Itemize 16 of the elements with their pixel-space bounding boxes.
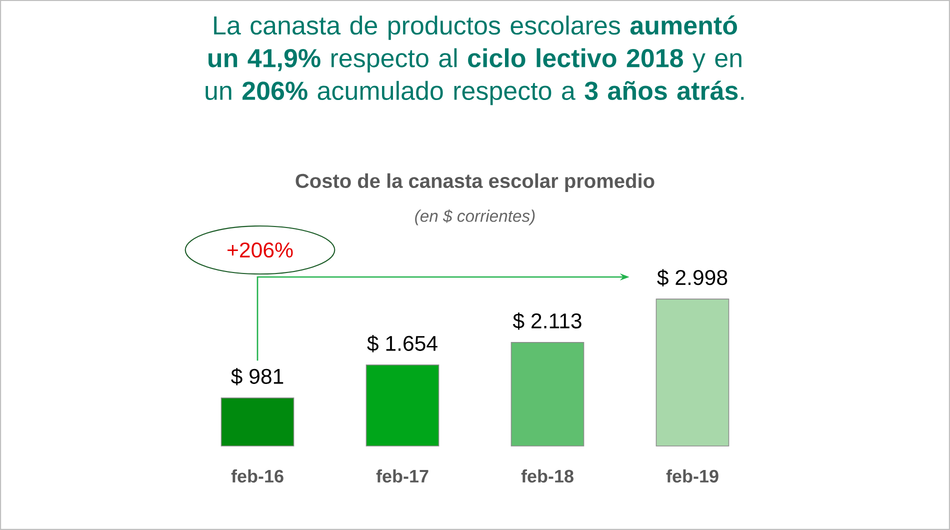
data-label: $ 2.998 xyxy=(657,269,728,286)
data-label: $ 1.654 xyxy=(367,334,438,352)
text: +206% xyxy=(228,242,293,258)
x-tick-label: feb-18 xyxy=(521,469,574,483)
chart-title: La canasta de productos escolares aumentó un 41,9% respecto al ciclo lectivo 2018 y en un 206% acumulado respecto a 3 años atrás. xyxy=(206,15,744,106)
chart-subtitle: Costo de la canasta escolar promedio xyxy=(296,173,654,192)
bar xyxy=(366,364,440,446)
data-label: $ 2.113 xyxy=(512,312,582,330)
text: (en $ corrientes) xyxy=(415,209,535,226)
bar xyxy=(656,298,730,446)
bar xyxy=(510,342,584,446)
x-tick-label: feb-17 xyxy=(376,469,428,483)
data-label: $ 981 xyxy=(231,368,284,386)
x-tick-label: feb-19 xyxy=(666,469,718,483)
bar xyxy=(220,398,294,446)
x-tick-label: feb-16 xyxy=(231,469,284,483)
